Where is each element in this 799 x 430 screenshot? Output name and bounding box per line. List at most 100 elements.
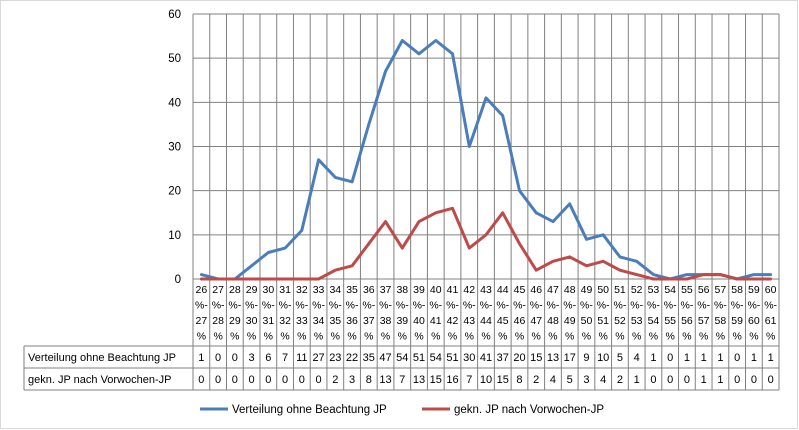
category-label: 60: [748, 315, 760, 327]
category-label: 37: [380, 284, 392, 296]
category-label: 36: [346, 315, 358, 327]
category-label: 55: [681, 284, 693, 296]
table-cell: 1: [751, 352, 757, 364]
category-label: %-: [513, 300, 526, 312]
data-point: [417, 52, 421, 55]
category-label: %-: [580, 300, 593, 312]
table-cell: 7: [399, 374, 405, 386]
category-label: %: [381, 331, 390, 343]
table-cell: 30: [463, 352, 475, 364]
category-label: 40: [413, 315, 425, 327]
category-label: %: [582, 331, 591, 343]
category-label: %-: [446, 300, 459, 312]
category-label: %-: [614, 300, 627, 312]
category-label: 51: [614, 284, 626, 296]
data-point: [568, 255, 571, 259]
data-point: [434, 39, 437, 42]
data-point: [384, 70, 387, 73]
table-cell: 37: [497, 352, 509, 364]
category-label: %-: [647, 300, 660, 312]
data-point: [300, 229, 304, 232]
data-point: [350, 180, 354, 184]
table-cell: 10: [480, 374, 492, 386]
category-label: 49: [581, 284, 593, 296]
category-label: %: [749, 331, 758, 343]
category-label: 38: [380, 315, 392, 327]
data-point: [468, 145, 471, 148]
table-cell: 3: [583, 374, 589, 386]
category-label: 26: [196, 284, 208, 296]
category-label: 35: [346, 284, 358, 296]
table-cell: 5: [617, 352, 623, 364]
data-point: [618, 255, 622, 259]
category-label: 35: [329, 315, 341, 327]
table-cell: 41: [480, 352, 492, 364]
data-point: [668, 277, 672, 281]
data-point: [702, 273, 705, 276]
table-cell: 1: [634, 374, 640, 386]
category-label: %: [264, 331, 273, 343]
category-label: %-: [530, 300, 543, 312]
table-cell: 0: [265, 374, 271, 386]
category-label: 56: [681, 315, 693, 327]
table-cell: 3: [249, 352, 255, 364]
category-label: %: [364, 331, 373, 343]
series-line-2: [199, 206, 773, 281]
category-label: 41: [447, 284, 459, 296]
table-cell: 11: [296, 352, 307, 364]
y-tick-label: 60: [168, 9, 181, 21]
category-label: %: [197, 331, 206, 343]
category-label: 61: [765, 315, 777, 327]
data-point: [652, 277, 655, 281]
category-label: 29: [246, 284, 258, 296]
category-label: %: [548, 331, 557, 343]
category-label: %: [682, 331, 691, 343]
category-label: %-: [680, 300, 693, 312]
table-cell: 17: [564, 352, 576, 364]
category-label: %-: [747, 300, 760, 312]
data-point: [752, 277, 756, 281]
category-label: 38: [396, 284, 408, 296]
category-label: %: [649, 331, 658, 343]
category-label: %-: [295, 300, 308, 312]
table-cell: 27: [312, 352, 324, 364]
category-label: %-: [697, 300, 710, 312]
data-point: [685, 277, 689, 281]
table-cell: 13: [547, 352, 559, 364]
table-cell: 0: [249, 374, 255, 386]
table-cell: 0: [299, 374, 305, 386]
category-label: %-: [346, 300, 359, 312]
category-label: %: [213, 331, 222, 343]
category-label: %-: [396, 300, 409, 312]
table-cell: 0: [198, 374, 204, 386]
table-cell: 1: [198, 352, 204, 364]
data-point: [367, 242, 370, 245]
category-label: 39: [396, 315, 408, 327]
category-label: 30: [246, 315, 258, 327]
table-cell: 3: [349, 374, 355, 386]
table-cell: 1: [701, 374, 707, 386]
series-line-1: [199, 39, 773, 281]
data-point: [317, 158, 320, 161]
data-point: [283, 277, 287, 281]
category-label: 48: [564, 284, 576, 296]
category-label: 43: [463, 315, 475, 327]
category-label: %-: [731, 300, 744, 312]
table-cell: 2: [332, 374, 338, 386]
category-label: %: [532, 331, 541, 343]
data-point: [250, 277, 253, 281]
table-cell: 51: [446, 352, 458, 364]
category-label: %: [481, 331, 490, 343]
category-label: 57: [698, 315, 710, 327]
table-cell: 13: [413, 374, 425, 386]
table-cell: 9: [583, 352, 589, 364]
category-label: 47: [530, 315, 542, 327]
data-point: [635, 273, 638, 276]
category-label: 56: [698, 284, 710, 296]
table-cell: 1: [650, 352, 656, 364]
category-label: %: [665, 331, 674, 343]
data-point: [719, 273, 722, 276]
legend-label: gekn. JP nach Vorwochen-JP: [454, 404, 604, 416]
category-label: %-: [379, 300, 392, 312]
